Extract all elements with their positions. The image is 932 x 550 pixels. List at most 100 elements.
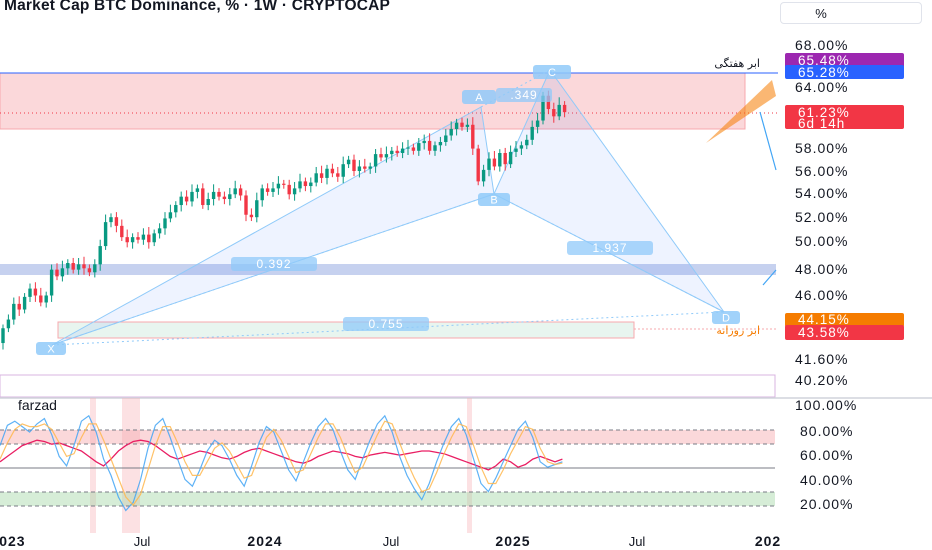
indicator-highlight-1 (90, 398, 96, 533)
projection-arrow (706, 80, 776, 143)
candle-body (309, 182, 313, 187)
candle-body (55, 269, 59, 277)
candle-body (336, 173, 340, 177)
candle-body (390, 150, 394, 155)
point-a-label[interactable]: A (462, 90, 496, 104)
candle-body (487, 158, 491, 170)
overbought-band (0, 430, 775, 444)
candle-body (244, 195, 248, 215)
candle-body (76, 264, 81, 270)
candle-body (93, 264, 97, 273)
candle-body (319, 173, 324, 178)
candle-body (120, 225, 124, 238)
lower-range-box (0, 374, 776, 398)
point-x-label[interactable]: X (36, 342, 66, 356)
price-tag-red: 43.58% (785, 325, 904, 340)
candle-body (298, 181, 302, 189)
candle-body (174, 205, 178, 213)
ratio-xb-label: 0.392 (231, 257, 317, 271)
svg-text:65.28%: 65.28% (798, 65, 850, 80)
candle-body (152, 233, 156, 243)
candle-body (373, 154, 378, 167)
x-tick-label: Jul (383, 534, 400, 549)
candle-body (114, 217, 119, 226)
ratio-bd-label: 1.937 (567, 241, 653, 255)
candle-body (168, 212, 173, 219)
price-tag-blue: 65.28% (785, 65, 904, 80)
indicator-tick-label: 100.00% (795, 397, 857, 413)
ratio-ac-label: .349 (496, 88, 552, 102)
candle-body (1, 328, 5, 344)
candle-body (206, 199, 210, 206)
price-tag-last: 61.23% 6d 14h (785, 105, 904, 131)
candle-body (147, 234, 151, 243)
candle-body (465, 124, 470, 127)
price-tag-purple: 65.48% (785, 53, 904, 68)
candle-body (562, 104, 567, 113)
indicator-tick-label: 60.00% (800, 447, 853, 463)
y-tick-label: 52.00% (795, 209, 848, 225)
candle-body (357, 166, 362, 172)
candle-body (282, 183, 286, 185)
x-tick-label: Jul (134, 534, 151, 549)
price-axis[interactable]: 68.00% 64.00% 58.00% 56.00% 54.00% 52.00… (795, 37, 848, 388)
candle-body (346, 159, 351, 165)
point-b-label[interactable]: B (478, 193, 510, 207)
candle-body (228, 194, 232, 200)
candle-body (49, 269, 54, 296)
candle-body (211, 191, 216, 200)
x-tick-label: 2025 (495, 533, 530, 549)
support-band-zone (0, 264, 776, 275)
time-axis[interactable]: 2023 Jul 2024 Jul 2025 Jul 202 (0, 533, 781, 549)
candle-body (476, 148, 480, 182)
candle-body (552, 109, 556, 117)
candle-body (368, 166, 372, 169)
candle-body (6, 319, 11, 329)
candle-body (66, 263, 70, 269)
y-tick-label: 58.00% (795, 140, 848, 156)
candle-body (460, 122, 464, 127)
candle-body (503, 153, 507, 165)
candle-body (98, 246, 102, 265)
candle-body (417, 143, 421, 151)
y-tick-label: 50.00% (795, 233, 848, 249)
x-tick-label: 2023 (0, 533, 26, 549)
x-tick-label: 2024 (247, 533, 282, 549)
candle-body (498, 153, 502, 167)
svg-text:65.48%: 65.48% (798, 53, 850, 68)
svg-text:44.15%: 44.15% (798, 312, 850, 327)
candle-body (508, 151, 513, 165)
candle-body (433, 145, 437, 151)
indicator-tick-label: 40.00% (800, 472, 853, 488)
oscillator-series-line (0, 420, 563, 507)
indicator-axis[interactable]: 100.00% 80.00% 60.00% 40.00% 20.00% (795, 397, 857, 512)
point-d-label[interactable]: D (712, 311, 740, 325)
point-x-text: X (47, 344, 55, 356)
candle-body (271, 188, 275, 192)
point-a-text: A (475, 92, 483, 104)
oscillator-series-line (0, 414, 563, 512)
y-tick-label: 41.60% (795, 351, 848, 367)
candle-body (87, 268, 92, 273)
projection-line (759, 111, 777, 171)
candle-body (28, 288, 32, 297)
point-c-label[interactable]: C (533, 65, 571, 79)
price-tag-orange: 44.15% (785, 312, 904, 327)
candle-body (400, 148, 405, 154)
candle-body (39, 295, 43, 303)
candle-body (190, 191, 194, 202)
candle-body (163, 218, 167, 229)
candle-body (255, 200, 259, 218)
candle-body (303, 181, 308, 187)
y-tick-label: 68.00% (795, 37, 848, 53)
candle-body (449, 129, 453, 136)
y-tick-label: 64.00% (795, 79, 848, 95)
percent-scale-button[interactable]: % (780, 2, 922, 24)
candle-body (195, 188, 200, 192)
projection-line-2 (762, 269, 777, 286)
point-b-text: B (490, 195, 497, 207)
indicator-highlight-2 (122, 398, 140, 533)
y-tick-label: 40.20% (795, 372, 848, 388)
candle-body (379, 154, 383, 158)
